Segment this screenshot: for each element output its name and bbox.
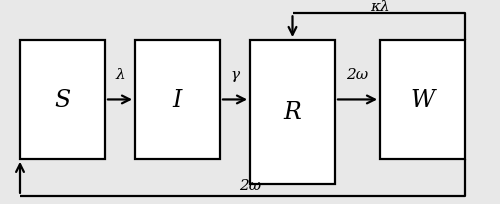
Text: I: I xyxy=(173,89,182,111)
Bar xyxy=(250,41,335,184)
Bar xyxy=(135,41,220,159)
Text: 2ω: 2ω xyxy=(239,178,261,192)
Bar xyxy=(380,41,465,159)
Text: S: S xyxy=(54,89,70,111)
Text: γ: γ xyxy=(230,68,239,82)
Text: 2ω: 2ω xyxy=(346,68,368,82)
Text: R: R xyxy=(284,101,302,124)
Bar xyxy=(20,41,105,159)
Text: λ: λ xyxy=(115,68,125,82)
Text: κλ: κλ xyxy=(370,0,390,14)
Text: W: W xyxy=(410,89,434,111)
